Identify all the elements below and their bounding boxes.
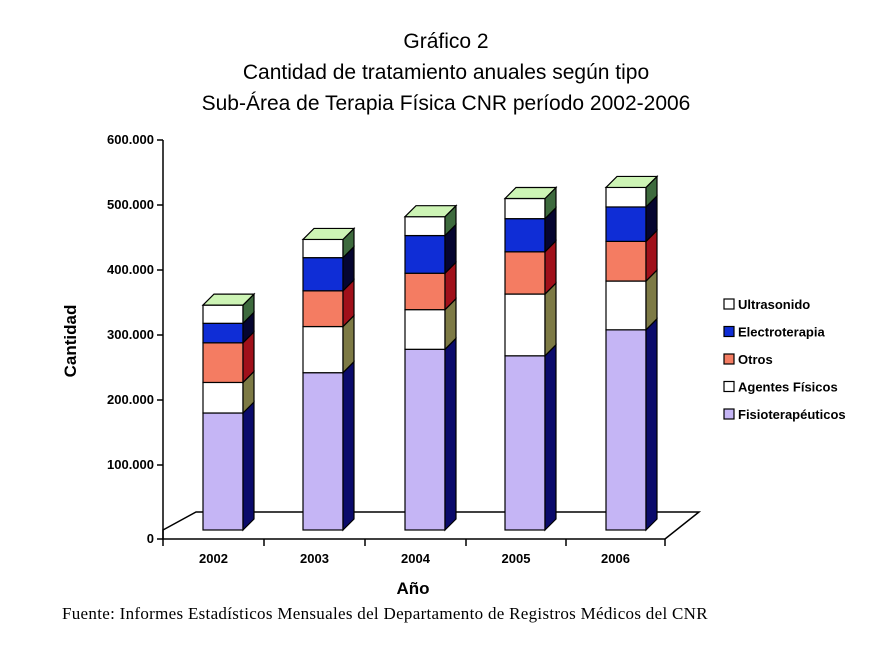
bar-segment-side <box>342 360 355 532</box>
bar-stack <box>201 292 256 532</box>
y-tick-label: 400.000 <box>107 262 154 277</box>
chart-title-line-1: Gráfico 2 <box>403 30 489 53</box>
bar-segment <box>504 197 546 220</box>
bar-top-face <box>604 175 659 189</box>
bar-segment <box>302 372 344 531</box>
y-tick-label: 0 <box>147 531 154 546</box>
chart-title-line-3: Sub-Área de Terapia Física CNR período 2… <box>201 92 691 115</box>
chart-title: Gráfico 2 Cantidad de tratamiento anuale… <box>0 26 892 119</box>
legend-label: Otros <box>738 352 773 367</box>
y-tick-label: 500.000 <box>107 197 154 212</box>
bar-top-face <box>403 205 458 218</box>
bar-segment <box>605 206 647 242</box>
bar-segment <box>504 293 546 357</box>
bar-segment <box>302 325 344 374</box>
bar-segment <box>605 329 647 531</box>
x-tick-label: 2002 <box>199 551 228 566</box>
legend-swatch <box>723 380 735 393</box>
bar-segment <box>404 348 446 531</box>
x-tick-label: 2005 <box>502 551 531 566</box>
legend-label: Ultrasonido <box>738 297 810 312</box>
legend-swatch <box>723 408 735 420</box>
bar-segment <box>202 381 244 414</box>
bar-segment <box>504 355 546 531</box>
chart-bars <box>201 175 659 532</box>
legend-label: Agentes Físicos <box>738 380 838 395</box>
bar-segment <box>404 309 446 350</box>
legend-swatch <box>723 325 735 338</box>
x-tick-label: 2003 <box>300 551 329 566</box>
bar-stack <box>301 227 356 532</box>
bar-segment <box>504 251 546 295</box>
chart-legend: Ultrasonido Electroterapia Otros Agentes Fí… <box>723 297 846 422</box>
bar-segment-side <box>544 343 557 532</box>
bar-segment <box>605 240 647 282</box>
bar-segment <box>202 322 244 344</box>
bar-top-face <box>503 186 558 200</box>
bar-top-face <box>301 227 356 241</box>
bar-segment <box>302 238 344 259</box>
bar-segment-side <box>544 281 557 358</box>
y-tick-label: 600.000 <box>107 132 154 147</box>
bar-segment <box>302 257 344 292</box>
bar-segment <box>202 304 244 324</box>
y-tick-label: 300.000 <box>107 327 154 342</box>
x-tick-label: 2006 <box>601 551 630 566</box>
bar-top-face <box>201 293 256 306</box>
bar-segment <box>404 216 446 237</box>
legend-label: Fisioterapéuticos <box>738 407 846 422</box>
bar-segment <box>504 218 546 253</box>
x-tick-label: 2004 <box>401 551 431 566</box>
legend-label: Electroterapia <box>738 325 825 340</box>
bar-stack <box>503 186 558 532</box>
bar-segment-side <box>242 400 255 532</box>
bar-segment <box>302 290 344 328</box>
bar-segment <box>605 280 647 331</box>
bar-segment <box>605 186 647 208</box>
legend-swatch <box>723 298 735 310</box>
bar-segment <box>404 234 446 274</box>
bar-segment <box>404 272 446 311</box>
source-note: Fuente: Informes Estadísticos Mensuales … <box>62 604 708 623</box>
legend-swatch <box>723 353 735 365</box>
bar-segment-side <box>645 317 658 532</box>
bar-segment-side <box>444 336 457 532</box>
y-axis-title: Cantidad <box>61 305 80 378</box>
bar-segment <box>202 412 244 531</box>
bar-stack <box>604 175 659 532</box>
bar-stack <box>403 204 458 532</box>
chart-axes <box>157 139 666 546</box>
y-tick-label: 200.000 <box>107 392 154 407</box>
chart-title-line-2: Cantidad de tratamiento anuales según ti… <box>242 61 650 84</box>
bar-segment <box>202 342 244 384</box>
x-axis-title: Año <box>396 579 429 598</box>
chart-labels: 0 100.000 200.000 300.000 400.000 500.000 600.… <box>61 132 630 598</box>
y-tick-label: 100.000 <box>107 457 154 472</box>
